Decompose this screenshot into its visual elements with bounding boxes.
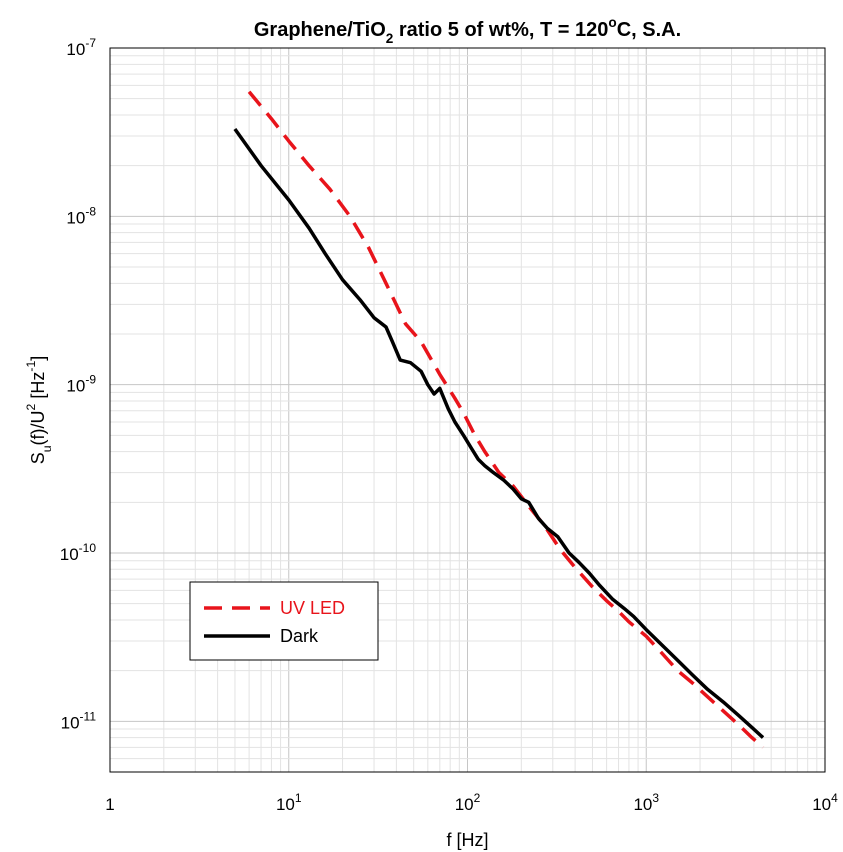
legend-box bbox=[189, 581, 379, 661]
series-line-dark bbox=[233, 127, 765, 739]
x-tick-labels: 1 101 102 103 104 bbox=[105, 791, 838, 814]
y-tick-label: 10-9 bbox=[66, 373, 96, 396]
y-tick-labels: 10-11 10-10 10-9 10-8 10-7 bbox=[60, 36, 97, 732]
x-tick-label: 1 bbox=[105, 795, 114, 814]
legend-label: UV LED bbox=[280, 598, 345, 618]
plot-frame bbox=[109, 47, 826, 773]
y-axis-label-text: Su(f)/U2 [Hz-1] bbox=[24, 356, 54, 465]
chart-title: Graphene/TiO2 ratio 5 of wt%, T = 120oC,… bbox=[254, 15, 681, 46]
y-tick-label: 10-10 bbox=[60, 541, 97, 564]
x-tick-label: 102 bbox=[455, 791, 481, 814]
series-layer bbox=[233, 90, 765, 749]
y-tick-label: 10-8 bbox=[66, 204, 96, 227]
legend: UV LED Dark bbox=[189, 581, 379, 661]
legend-label: Dark bbox=[280, 626, 319, 646]
x-tick-label: 104 bbox=[812, 791, 838, 814]
x-axis-label: f [Hz] bbox=[446, 830, 488, 850]
y-tick-label: 10-11 bbox=[61, 709, 97, 732]
y-tick-label: 10-7 bbox=[66, 36, 96, 59]
x-tick-label: 103 bbox=[633, 791, 659, 814]
y-axis-label: Su(f)/U2 [Hz-1] bbox=[24, 356, 54, 465]
grid bbox=[109, 48, 825, 773]
x-tick-label: 101 bbox=[276, 791, 302, 814]
chart-title-text: Graphene/TiO2 ratio 5 of wt%, T = 120oC,… bbox=[254, 15, 681, 46]
